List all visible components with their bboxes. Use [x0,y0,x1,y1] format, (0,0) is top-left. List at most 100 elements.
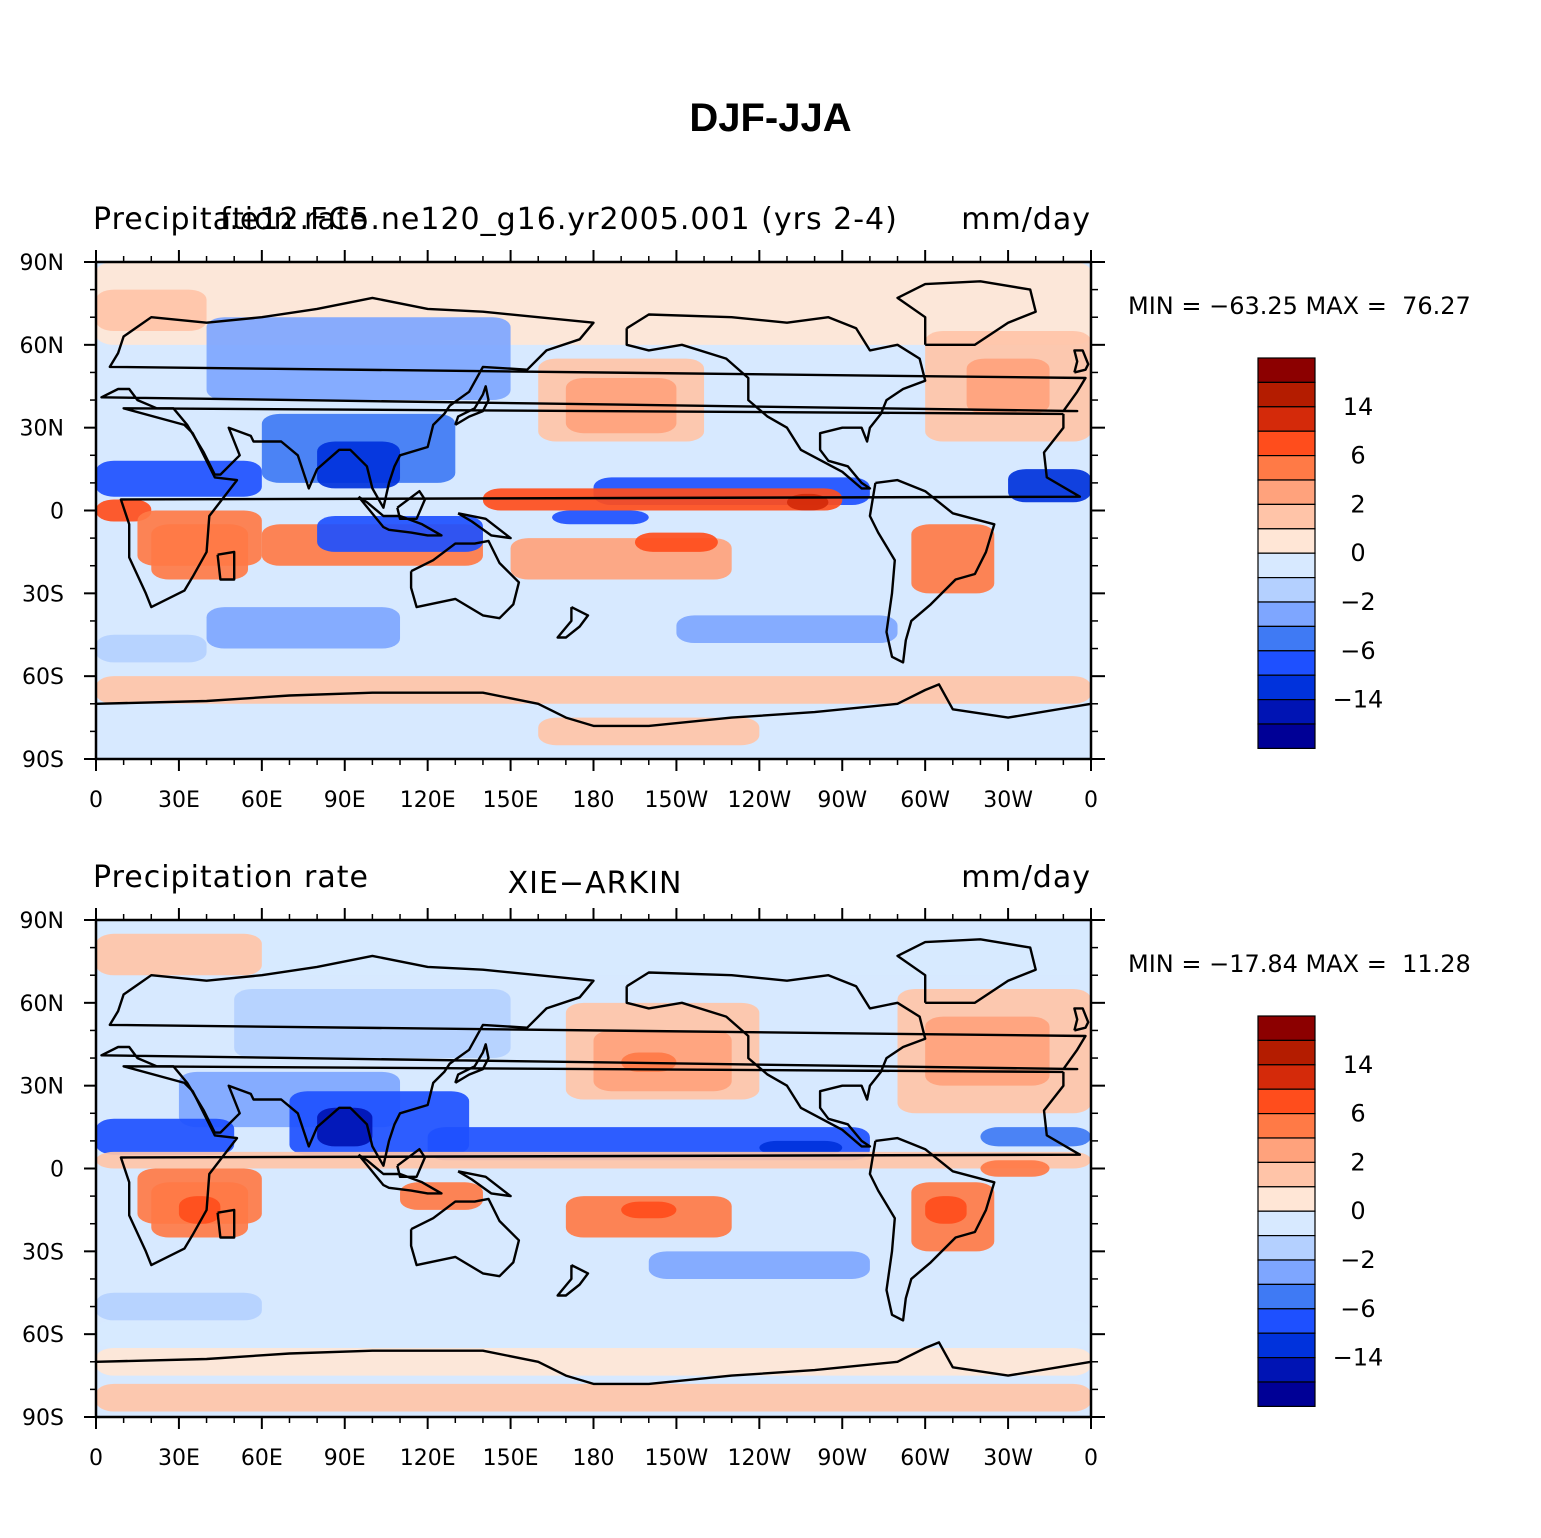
contour-band [676,615,898,644]
contour-band [96,1320,1091,1348]
colorbar-swatch [1257,552,1316,579]
x-tick-label: 30E [158,788,200,813]
colorbar-swatch [1257,357,1316,383]
y-tick-label: 90S [22,1406,64,1431]
contour-band [552,510,649,525]
x-tick-label: 150E [483,788,539,813]
contour-band [980,1127,1091,1147]
y-tick-label: 30S [22,1240,64,1265]
colorbar-label: 14 [1343,1051,1374,1079]
colorbar-swatch [1257,1235,1316,1261]
colorbar-label: −14 [1333,1344,1384,1372]
y-tick-label: 60N [20,334,64,359]
colorbar-label: 14 [1343,393,1374,421]
contour-band [206,607,401,649]
x-tick-label: 60W [900,1446,950,1471]
x-tick-label: 0 [89,1446,103,1471]
coastline [454,1043,490,1084]
x-tick-label: 150E [483,1446,539,1471]
contour-band [96,676,1091,704]
colorbar-label: 6 [1350,442,1365,470]
colorbar-swatch [1257,430,1316,457]
panel-observation: Precipitation rate XIE−ARKIN mm/day MIN … [0,848,1541,1488]
coastline [868,1136,996,1322]
contour-band [96,1347,1091,1376]
coastline [95,683,1092,728]
x-tick-label: 0 [89,788,103,813]
coastline [556,1264,590,1297]
contour-band [96,289,207,332]
contour-band [151,524,249,580]
colorbar-swatch [1257,1332,1316,1359]
panel-model: Precipitation rate f.e12.FC5.ne120_g16.y… [0,190,1541,830]
colorbar-swatch [1257,503,1316,530]
coastline [896,280,1037,347]
contour-band [925,1016,1050,1086]
contour-band [317,516,483,552]
figure-title: DJF-JJA [689,96,852,140]
panel-center-label: XIE−ARKIN [507,866,683,901]
panel-left-label: Precipitation rate [93,202,369,237]
panel-left-label: Precipitation rate [93,860,369,895]
colorbar-swatch [1257,406,1316,432]
colorbar-swatch [1257,1357,1316,1383]
contour-band [621,1201,677,1219]
x-tick-label: 60E [241,788,283,813]
coastline [100,296,1087,509]
colorbar-swatch [1257,1308,1316,1334]
contour-band [178,1196,221,1224]
y-tick-label: 60S [22,1323,64,1348]
y-tick-label: 30N [20,1075,64,1100]
x-tick-label: 120W [727,788,791,813]
colorbar-swatch [1257,674,1316,701]
colorbar-swatch [1257,1064,1316,1090]
contour-band [966,358,1050,414]
coastline [95,1341,1092,1386]
contour-band [96,1383,1091,1412]
x-tick-label: 0 [1084,788,1098,813]
colorbar-label: 6 [1350,1100,1365,1128]
colorbar-label: −6 [1340,637,1375,665]
contour-band [317,1107,373,1147]
colorbar-swatch [1257,1283,1316,1310]
colorbar: 14 6 2 0 −2 −6 −14 [1257,357,1383,749]
y-tick-label: 90S [22,748,64,773]
x-tick-label: 60W [900,788,950,813]
colorbar-swatch [1257,381,1316,408]
colorbar-swatch [1257,1161,1316,1188]
contour-band [482,488,843,511]
coastline [1073,349,1090,374]
x-tick-label: 30W [983,1446,1033,1471]
coastline [396,490,427,520]
coastline [896,938,1037,1005]
y-tick-label: 0 [50,1158,64,1183]
colorbar-swatch [1257,625,1316,652]
coastline [868,478,996,664]
colorbar-swatch [1257,1112,1316,1139]
colorbar-swatch [1257,699,1316,725]
coastline [1073,1007,1090,1032]
map-plot: 0 30E 60E 90E 120E 150E 180 150W 120W 90W 60W 30W 09… [20,250,1105,813]
coastline [409,1197,521,1278]
x-tick-label: 120E [400,788,456,813]
contour-band [96,1292,262,1321]
coastline [357,495,443,537]
contour-band [234,989,511,1059]
min-max-text: MIN = −17.84 MAX = 11.28 [1128,950,1471,978]
coastline [357,1153,443,1195]
contour-band [925,1196,967,1224]
contour-band [400,1182,483,1210]
contour-band [1008,469,1091,503]
contour-band [911,524,995,594]
colorbar-swatch [1257,650,1316,676]
colorbar-swatch [1257,1259,1316,1285]
x-tick-label: 90E [324,788,366,813]
x-tick-label: 120W [727,1446,791,1471]
contour-band [96,933,262,976]
x-tick-label: 60E [241,1446,283,1471]
contour-band [96,634,207,663]
x-tick-label: 150W [645,788,709,813]
panel-units-label: mm/day [961,202,1091,237]
colorbar-swatch [1257,528,1316,554]
colorbar-swatch [1257,601,1316,627]
